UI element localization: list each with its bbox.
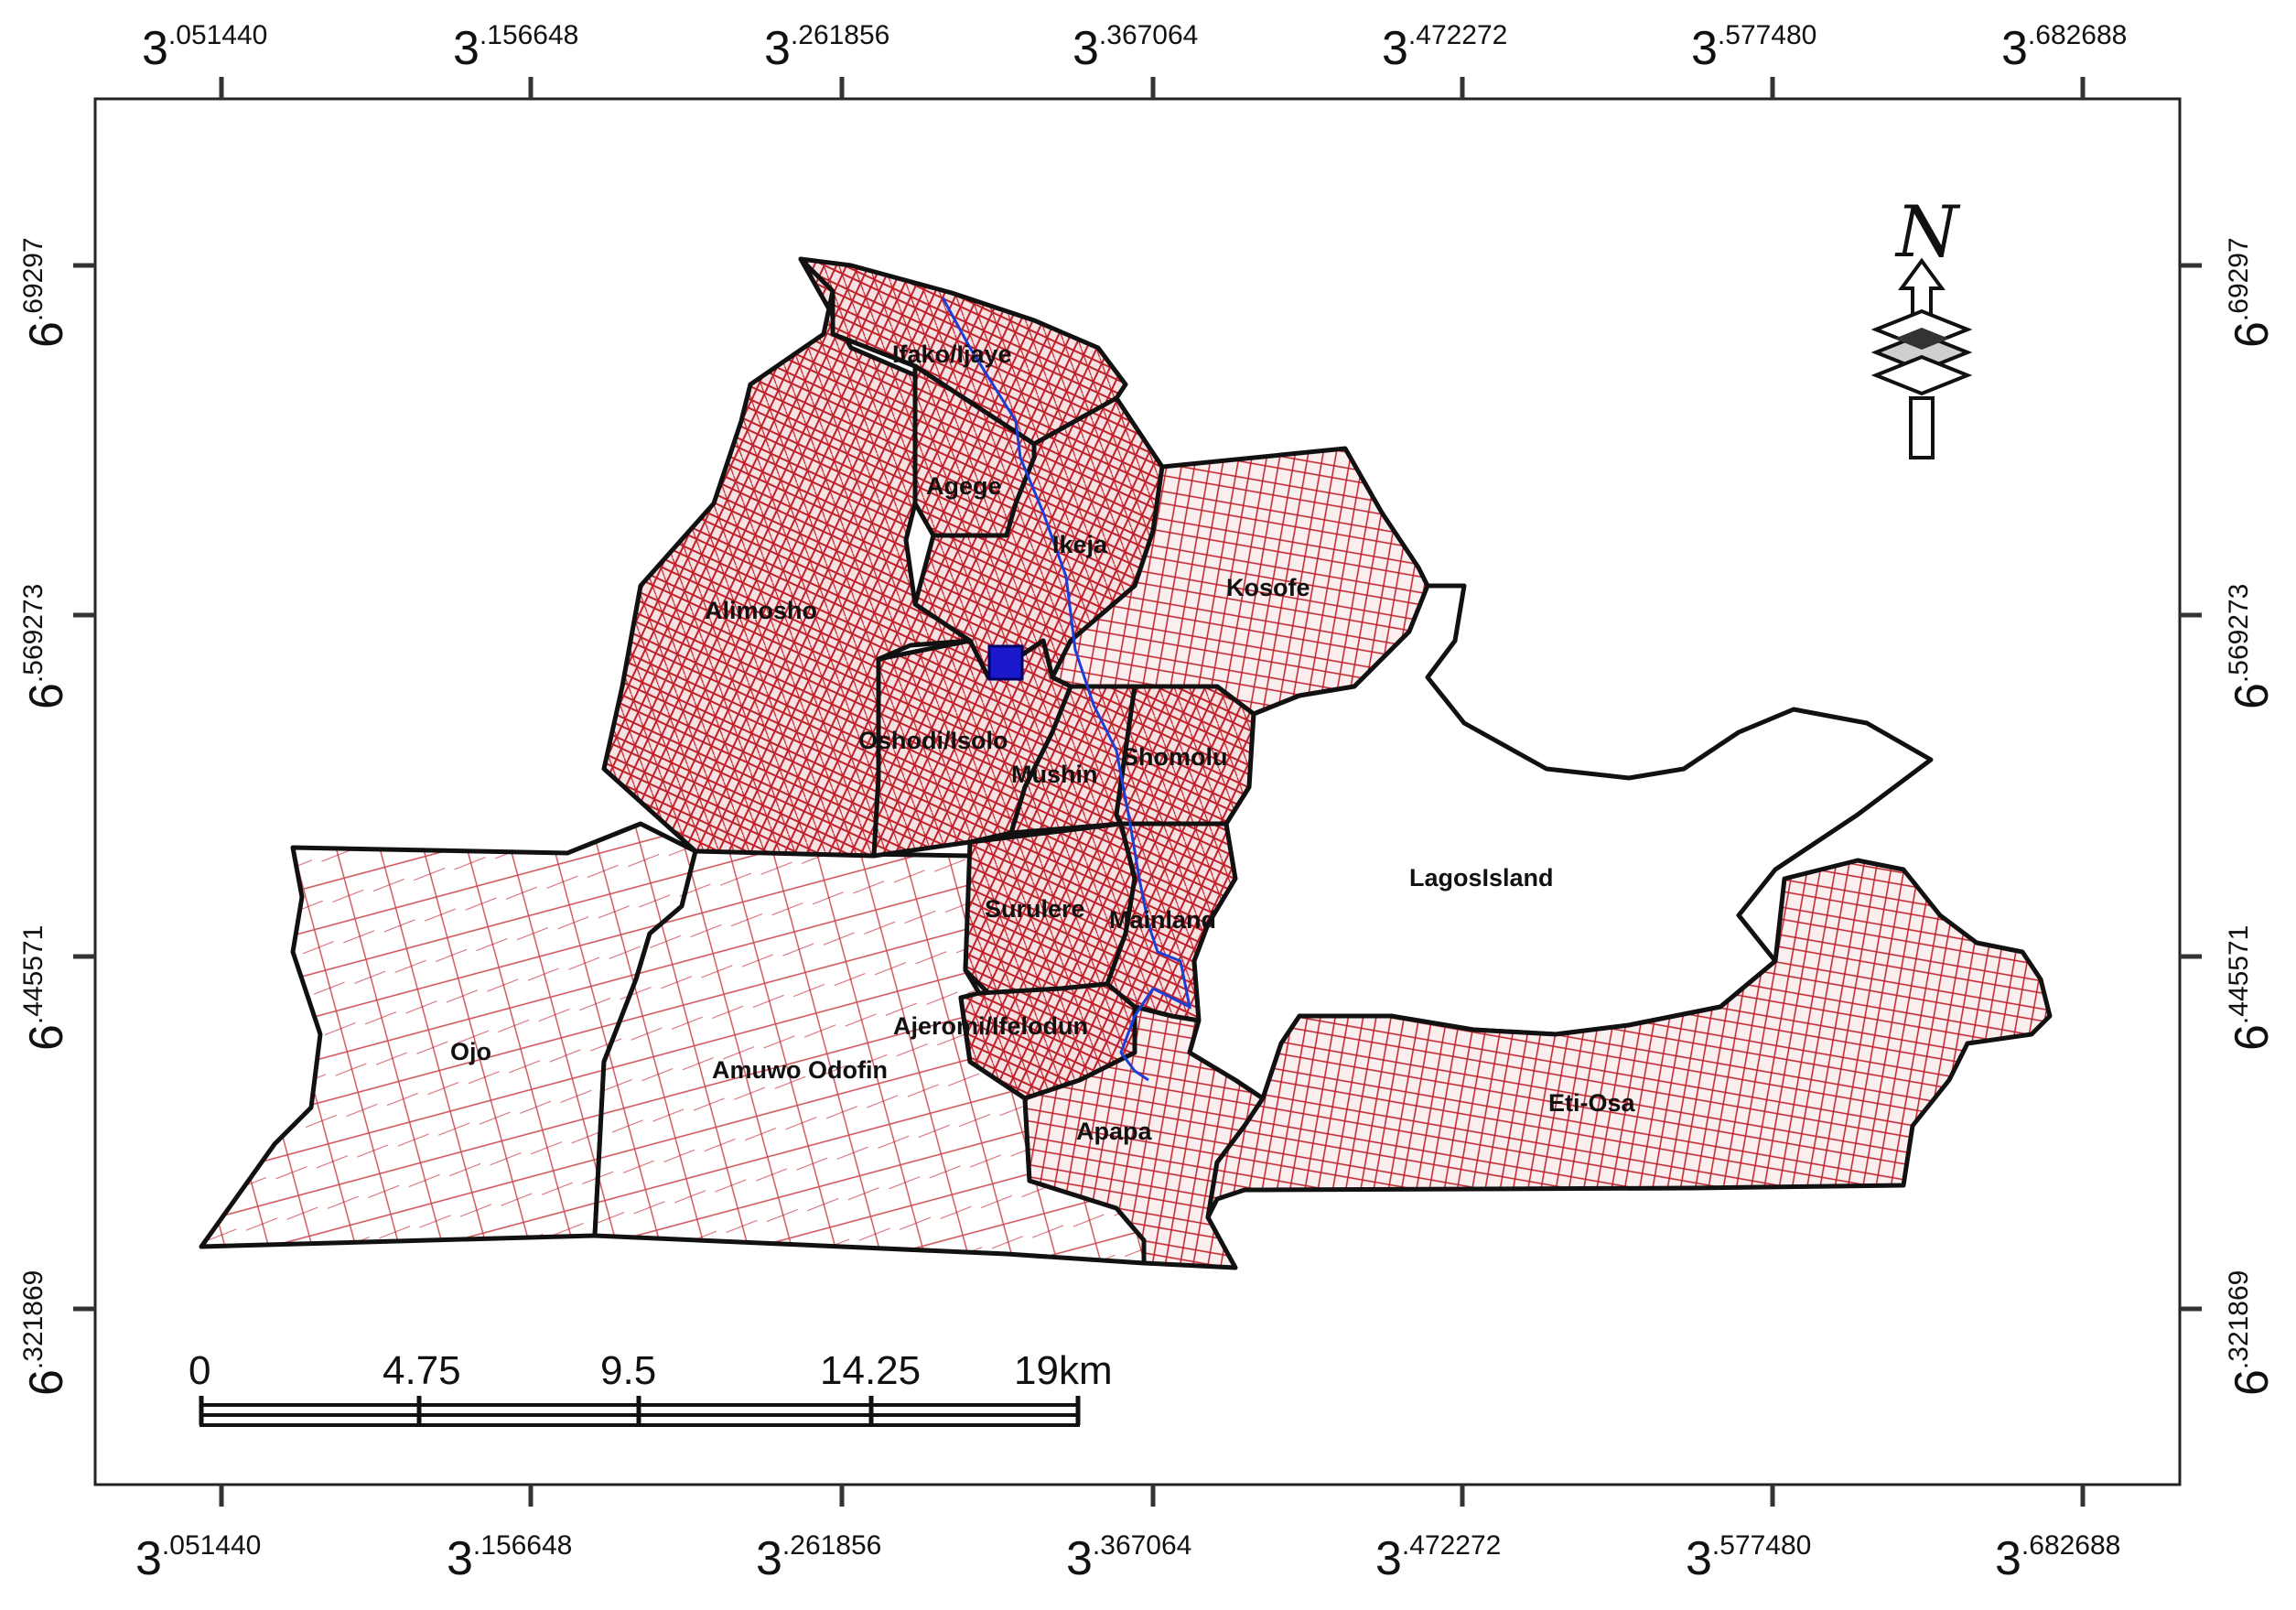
lat-right-1: 6.69297 bbox=[2224, 237, 2279, 348]
label-eti-osa: Eti-Osa bbox=[1548, 1089, 1636, 1117]
longitude-labels-bottom: 3.051440 3.156648 3.261856 3.367064 3.47… bbox=[135, 1530, 2120, 1585]
label-mushin: Mushin bbox=[1011, 761, 1098, 788]
lga-shape-lagos-island[interactable] bbox=[1187, 583, 1934, 1101]
label-shomolu: Shomolu bbox=[1122, 743, 1228, 771]
railway-line bbox=[941, 297, 1192, 1082]
scale-label-0: 0 bbox=[189, 1348, 210, 1393]
scale-label-2: 9.5 bbox=[600, 1348, 656, 1393]
label-kosofe: Kosofe bbox=[1226, 574, 1310, 601]
scale-label-3: 14.25 bbox=[820, 1348, 921, 1393]
scale-label-4: 19km bbox=[1014, 1348, 1113, 1393]
lga-shape-eti-osa[interactable] bbox=[1205, 858, 2053, 1220]
label-ifako-ijaye: Ifako/Ijaye bbox=[892, 340, 1012, 368]
map-frame bbox=[93, 97, 2182, 1486]
label-apapa: Apapa bbox=[1076, 1118, 1153, 1145]
lon-bottom-6: 3.577480 bbox=[1686, 1530, 1811, 1585]
label-ikeja: Ikeja bbox=[1052, 531, 1108, 558]
lon-top-1: 3.051440 bbox=[142, 20, 267, 75]
lat-right-2: 6.569273 bbox=[2224, 584, 2279, 709]
lon-bottom-1: 3.051440 bbox=[135, 1530, 261, 1585]
lat-left-4: 6.321869 bbox=[18, 1270, 73, 1396]
lon-top-7: 3.682688 bbox=[2001, 20, 2127, 75]
north-arrow-icon: N bbox=[1870, 191, 1973, 459]
lga-labels: Ifako/Ijaye Agege Ikeja Kosofe Alimosho … bbox=[450, 340, 1636, 1145]
label-agege: Agege bbox=[926, 472, 1002, 500]
label-ojo: Ojo bbox=[450, 1038, 491, 1065]
location-marker[interactable] bbox=[987, 644, 1024, 681]
label-amuwo-odofin: Amuwo Odofin bbox=[712, 1056, 888, 1084]
north-label: N bbox=[1894, 191, 1961, 274]
lon-bottom-2: 3.156648 bbox=[447, 1530, 572, 1585]
lga-shape-ifako-ijaye[interactable] bbox=[798, 256, 1128, 447]
lat-left-3: 6.445571 bbox=[18, 925, 73, 1051]
lga-polygons bbox=[199, 256, 2053, 1270]
scale-label-1: 4.75 bbox=[383, 1348, 461, 1393]
scale-bar: 0 4.75 9.5 14.25 19km bbox=[189, 1348, 1113, 1427]
latitude-labels-left: 6.69297 6.569273 6.445571 6.321869 bbox=[18, 237, 73, 1396]
lon-bottom-5: 3.472272 bbox=[1375, 1530, 1501, 1585]
label-ajeromi-ifelodun: Ajeromi/Ifelodun bbox=[893, 1012, 1088, 1040]
lon-bottom-3: 3.261856 bbox=[756, 1530, 881, 1585]
latitude-labels-right: 6.69297 6.569273 6.445571 6.321869 bbox=[2224, 237, 2279, 1396]
lat-left-2: 6.569273 bbox=[18, 584, 73, 709]
lon-top-2: 3.156648 bbox=[453, 20, 578, 75]
label-alimosho: Alimosho bbox=[705, 597, 817, 624]
frame-ticks bbox=[73, 77, 2202, 1507]
label-surulere: Surulere bbox=[985, 895, 1085, 923]
label-oshodi-isolo: Oshodi/Isolo bbox=[858, 727, 1008, 754]
label-mainland: Mainland bbox=[1109, 906, 1216, 934]
lon-bottom-7: 3.682688 bbox=[1995, 1530, 2120, 1585]
lat-right-3: 6.445571 bbox=[2224, 925, 2279, 1051]
lat-left-1: 6.69297 bbox=[18, 237, 73, 348]
lon-top-4: 3.367064 bbox=[1073, 20, 1198, 75]
lon-top-3: 3.261856 bbox=[764, 20, 889, 75]
lon-top-5: 3.472272 bbox=[1382, 20, 1507, 75]
longitude-labels-top: 3.051440 3.156648 3.261856 3.367064 3.47… bbox=[142, 20, 2127, 75]
lon-top-6: 3.577480 bbox=[1691, 20, 1816, 75]
lon-bottom-4: 3.367064 bbox=[1066, 1530, 1191, 1585]
lat-right-4: 6.321869 bbox=[2224, 1270, 2279, 1396]
label-lagos-island: LagosIsland bbox=[1409, 864, 1554, 891]
